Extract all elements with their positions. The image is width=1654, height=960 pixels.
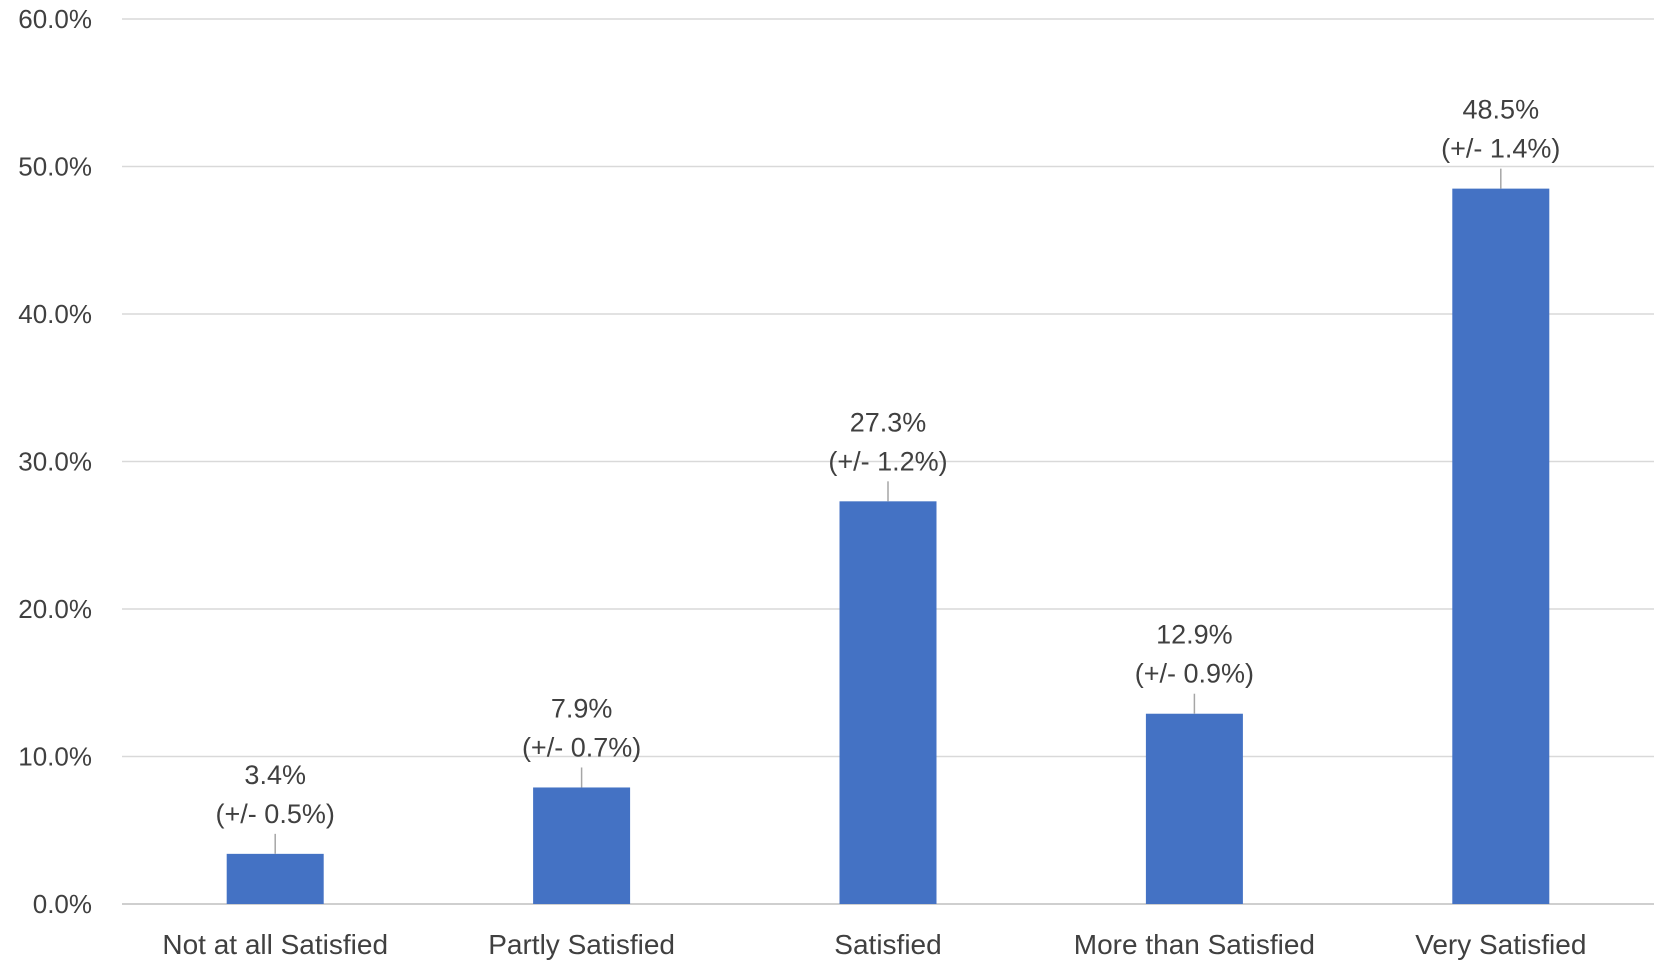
data-label-error: (+/- 0.7%) <box>522 732 641 762</box>
x-category-label: Very Satisfied <box>1415 929 1586 960</box>
data-label-value: 3.4% <box>244 760 306 790</box>
data-label-value: 27.3% <box>850 407 927 437</box>
bar-2 <box>839 501 937 904</box>
x-category-label: Satisfied <box>834 929 941 960</box>
y-tick-label: 60.0% <box>18 4 92 34</box>
bar-4 <box>1452 188 1550 904</box>
data-label-error: (+/- 1.2%) <box>828 446 947 476</box>
bar-3 <box>1145 713 1243 904</box>
data-label-value: 7.9% <box>551 693 613 723</box>
bar-0 <box>226 853 324 904</box>
bar-1 <box>533 787 631 904</box>
y-tick-label: 30.0% <box>18 447 92 477</box>
y-tick-label: 50.0% <box>18 152 92 182</box>
data-label-value: 48.5% <box>1463 95 1540 125</box>
data-label-error: (+/- 0.9%) <box>1135 659 1254 689</box>
x-category-label: Partly Satisfied <box>488 929 675 960</box>
data-label-value: 12.9% <box>1156 620 1233 650</box>
data-label-error: (+/- 1.4%) <box>1441 134 1560 164</box>
y-tick-label: 20.0% <box>18 594 92 624</box>
y-tick-label: 40.0% <box>18 299 92 329</box>
y-tick-label: 0.0% <box>33 889 92 919</box>
x-category-label: Not at all Satisfied <box>162 929 388 960</box>
x-category-label: More than Satisfied <box>1074 929 1315 960</box>
y-tick-label: 10.0% <box>18 742 92 772</box>
data-label-error: (+/- 0.5%) <box>216 799 335 829</box>
